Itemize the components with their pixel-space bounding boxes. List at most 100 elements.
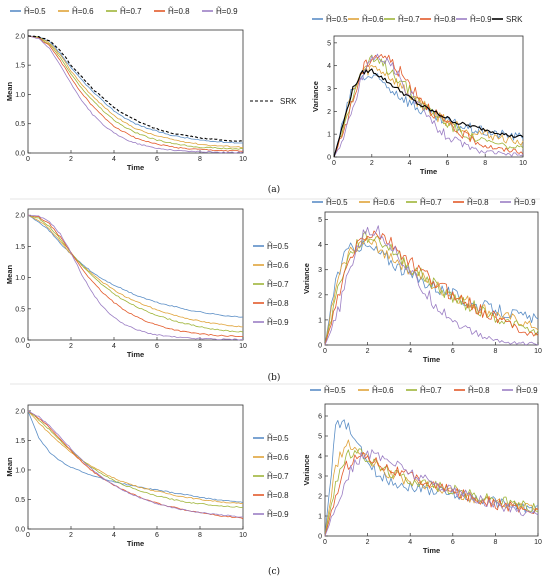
series-line-h05 <box>324 240 539 346</box>
y-tick-label: 1.0 <box>15 275 25 282</box>
series-line-srk <box>333 68 524 158</box>
chart-b-mean: 0 2 4 6 8 100.00.51.01.52.0TimeMeanH̃=0.5H̃=0… <box>5 208 289 359</box>
series-line-h07 <box>27 410 244 508</box>
plot-frame <box>27 404 244 530</box>
x-tick-label: 8 <box>493 348 497 355</box>
y-tick-label: 1.0 <box>15 92 25 99</box>
y-tick-label: 1.5 <box>15 438 25 445</box>
legend: H̃=0.5 H̃=0.6 H̃=0.7 H̃=0.8 H̃=0.9 SRK <box>312 15 523 24</box>
legend-label: H̃=0.5 <box>24 7 46 16</box>
series-line-h07 <box>324 448 539 537</box>
legend-label-srk: SRK <box>280 97 297 106</box>
legend-label: H̃=0.7 <box>267 280 289 289</box>
y-tick-label: 0.5 <box>15 497 25 504</box>
y-tick-label: 1.5 <box>15 244 25 251</box>
series-line-h09 <box>27 214 243 341</box>
legend-label: H̃=0.8 <box>267 491 289 500</box>
x-tick-label: 0 <box>26 532 30 539</box>
y-tick-label: 5 <box>327 40 331 47</box>
x-tick-label: 6 <box>155 343 159 350</box>
legend-label: H̃=0.6 <box>72 7 94 16</box>
y-tick-label: 1.5 <box>15 63 25 70</box>
x-tick-label: 2 <box>366 348 370 355</box>
x-tick-label: 6 <box>451 348 455 355</box>
legend: H̃=0.5 H̃=0.6 H̃=0.7 H̃=0.8 H̃=0.9 SRK <box>10 7 297 106</box>
x-tick-label: 0 <box>26 156 30 163</box>
chart-c-mean: 0 2 4 6 8 100.00.51.01.52.0TimeMeanH̃=0.5H̃=0… <box>5 404 289 548</box>
x-tick-label: 10 <box>519 160 527 167</box>
series-line-h07 <box>333 54 524 158</box>
x-tick-label: 2 <box>69 156 73 163</box>
legend-label: H̃=0.5 <box>267 434 289 443</box>
legend-label: H̃=0.8 <box>168 7 190 16</box>
series-line-srk <box>27 35 244 142</box>
y-tick-label: 2.0 <box>15 213 25 220</box>
legend-label: H̃=0.6 <box>373 198 395 207</box>
x-tick-label: 6 <box>155 532 159 539</box>
plot-frame <box>324 211 539 346</box>
y-tick-label: 0 <box>318 534 322 541</box>
x-tick-label: 10 <box>239 532 247 539</box>
y-axis-label: Variance <box>302 263 311 294</box>
x-axis-label: Time <box>423 546 440 555</box>
x-tick-label: 10 <box>239 343 247 350</box>
x-axis-label: Time <box>423 355 440 364</box>
series-line-h05 <box>27 35 243 144</box>
series-line-h08 <box>27 35 244 152</box>
x-tick-label: 8 <box>483 160 487 167</box>
x-tick-label: 2 <box>69 532 73 539</box>
series-line-h06 <box>324 237 539 346</box>
x-tick-label: 10 <box>239 156 247 163</box>
x-tick-label: 8 <box>198 532 202 539</box>
legend-label: H̃=0.7 <box>420 198 442 207</box>
legend-label: H̃=0.6 <box>267 261 289 270</box>
y-axis-label: Mean <box>5 81 14 101</box>
y-tick-label: 0.0 <box>15 338 25 345</box>
series-line-h05 <box>324 419 539 537</box>
legend: H̃=0.5 H̃=0.6 H̃=0.7 H̃=0.8 H̃=0.9 <box>312 198 536 207</box>
x-tick-label: 10 <box>534 348 542 355</box>
x-tick-label: 4 <box>112 156 116 163</box>
y-tick-label: 4 <box>318 454 322 461</box>
series-line-h07 <box>324 231 539 346</box>
legend: H̃=0.5 H̃=0.6 H̃=0.7 H̃=0.8 H̃=0.9 <box>253 434 289 519</box>
y-tick-label: 3 <box>327 86 331 93</box>
series-line-h07 <box>27 214 244 333</box>
y-tick-label: 0.5 <box>15 306 25 313</box>
y-tick-label: 3 <box>318 267 322 274</box>
x-tick-label: 10 <box>534 539 542 546</box>
x-tick-label: 8 <box>198 156 202 163</box>
x-tick-label: 6 <box>451 539 455 546</box>
legend-label: H̃=0.5 <box>326 15 348 24</box>
plot-frame <box>27 208 244 341</box>
x-axis-label: Time <box>127 539 144 548</box>
legend-label: H̃=0.9 <box>516 386 538 395</box>
legend-label: H̃=0.9 <box>216 7 238 16</box>
x-tick-label: 0 <box>332 160 336 167</box>
legend-label: SRK <box>506 15 523 24</box>
y-tick-label: 5 <box>318 217 322 224</box>
y-tick-label: 1 <box>318 514 322 521</box>
legend-label: H̃=0.5 <box>326 198 348 207</box>
series-line-h05 <box>27 410 244 504</box>
plot-frame <box>333 35 524 158</box>
x-tick-label: 2 <box>366 539 370 546</box>
legend-label: H̃=0.9 <box>267 318 289 327</box>
series-line-h08 <box>27 410 244 520</box>
y-tick-label: 2.0 <box>15 408 25 415</box>
y-tick-label: 0.5 <box>15 121 25 128</box>
caption-b: (b) <box>268 372 281 383</box>
legend-label: H̃=0.6 <box>372 386 394 395</box>
series-line-h09 <box>333 53 524 158</box>
x-axis-label: Time <box>127 350 144 359</box>
y-tick-label: 2 <box>327 109 331 116</box>
series-line-h05 <box>27 214 244 318</box>
series-line-h08 <box>324 451 539 537</box>
caption-a: (a) <box>268 184 280 195</box>
x-tick-label: 4 <box>408 348 412 355</box>
x-tick-label: 4 <box>408 539 412 546</box>
